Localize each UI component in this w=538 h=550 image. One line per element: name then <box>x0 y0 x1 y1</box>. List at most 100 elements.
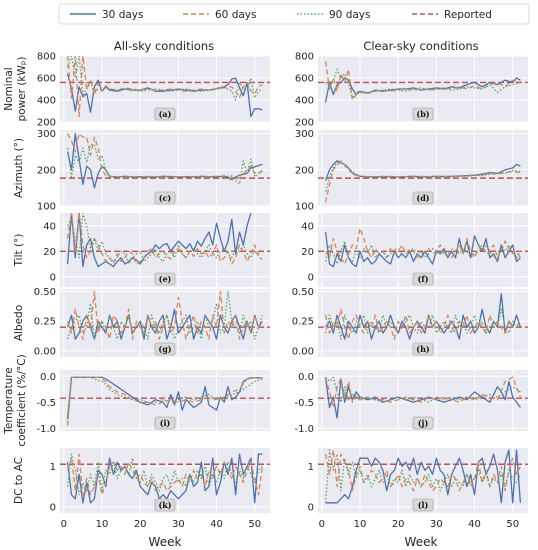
series-line-30-days <box>66 213 252 268</box>
series-line-90-days <box>324 449 521 503</box>
panel-label: (e) <box>159 274 172 284</box>
series-line-60-days <box>325 227 521 265</box>
series-line-30-days <box>325 449 522 504</box>
y-tick-label: 800 <box>37 52 56 63</box>
series-group <box>318 160 528 203</box>
y-tick-label: 0.00 <box>34 347 56 358</box>
series-line-90-days <box>324 160 521 192</box>
y-tick-label: 300 <box>295 129 314 140</box>
y-tick-label: 0 <box>50 272 56 283</box>
y-tick-label: 600 <box>37 74 56 85</box>
y-tick-label: 0.0 <box>40 372 56 383</box>
series-line-30-days <box>66 73 263 118</box>
series-group <box>318 293 528 340</box>
panel-label-box <box>412 416 434 430</box>
x-tick-label: 20 <box>392 519 405 530</box>
x-tick-label: 0 <box>61 519 67 530</box>
y-tick-label: 0 <box>308 502 314 513</box>
panel-label-box <box>154 107 176 121</box>
y-tick-label: 40 <box>301 221 314 232</box>
series-group <box>60 290 270 340</box>
x-tick-label: 30 <box>430 519 443 530</box>
y-tick-label: 0.50 <box>292 287 314 298</box>
y-axis-label: DC to AC <box>13 457 25 504</box>
series-line-90-days <box>66 56 263 101</box>
series-line-60-days <box>324 61 521 101</box>
panel: -1.0 -0.5 0.0 (j) <box>294 370 528 435</box>
series-group <box>60 453 270 504</box>
series-line-60-days <box>324 449 521 492</box>
y-axis-label: Nominal power (kWₚ) <box>3 57 28 122</box>
panel-label-box <box>154 342 176 356</box>
x-tick-label: 50 <box>248 519 261 530</box>
y-axis-label-line: Azimuth (°) <box>13 138 25 198</box>
x-tick-label: 10 <box>96 519 109 530</box>
x-tick-label: 0 <box>319 519 325 530</box>
y-tick-label: 0.50 <box>34 287 56 298</box>
series-group <box>60 132 270 189</box>
series-group <box>318 449 528 504</box>
series-group <box>318 376 528 419</box>
x-tick-label: 10 <box>354 519 367 530</box>
panel-label-box <box>412 342 434 356</box>
x-tick-label: 30 <box>172 519 185 530</box>
y-tick-label: 100 <box>295 202 314 213</box>
y-tick-label: 200 <box>37 118 56 129</box>
y-axis-label: Tilt (°) <box>13 234 25 268</box>
column-title-clear-sky: Clear-sky conditions <box>363 39 478 53</box>
panel: 0 20 40 (e) <box>43 213 270 287</box>
series-line-90-days <box>67 213 263 265</box>
panel-label-box <box>154 272 176 286</box>
y-tick-label: 300 <box>37 129 56 140</box>
panel-label: (b) <box>416 109 429 119</box>
y-tick-label: 0 <box>308 272 314 283</box>
x-axis-label-right: Week <box>405 535 438 549</box>
series-group <box>60 56 270 118</box>
y-axis-label-line: Temperature <box>3 367 15 435</box>
panel-label: (h) <box>416 344 430 354</box>
series-line-60-days <box>66 453 264 500</box>
y-axis-label-line: DC to AC <box>13 457 25 504</box>
panel-label: (d) <box>416 193 429 203</box>
panel: 200 400 600 800 (a) <box>37 52 270 129</box>
column-title-all-sky: All-sky conditions <box>114 39 214 53</box>
x-tick-label: 40 <box>210 519 223 530</box>
legend-label: 90 days <box>329 9 370 21</box>
panel-label-box <box>412 191 434 205</box>
y-tick-label: 1 <box>308 462 314 473</box>
y-tick-label: 400 <box>295 96 314 107</box>
y-tick-label: -1.0 <box>36 424 56 435</box>
series-line-60-days <box>67 132 263 181</box>
y-axis-label: Azimuth (°) <box>13 138 25 198</box>
y-tick-label: 400 <box>37 96 56 107</box>
y-axis-label-line: power (kWₚ) <box>16 57 28 122</box>
panel: 0 1 (k) 0 10 20 30 40 50 <box>50 448 270 530</box>
panel-label: (j) <box>418 418 429 428</box>
y-tick-label: 1 <box>50 462 56 473</box>
y-tick-label: 200 <box>295 118 314 129</box>
y-tick-label: -0.5 <box>36 398 56 409</box>
y-axis-label-line: Tilt (°) <box>13 234 25 268</box>
series-group <box>318 61 528 103</box>
series-line-60-days <box>324 376 522 409</box>
legend: 30 days 60 days 90 days Reported <box>58 3 530 25</box>
y-tick-label: 0.25 <box>34 317 56 328</box>
series-line-30-days <box>66 308 263 340</box>
y-tick-label: 800 <box>295 52 314 63</box>
panel-label: (i) <box>160 418 171 428</box>
panel-label: (f) <box>417 274 428 284</box>
series-group <box>60 213 270 268</box>
legend-box <box>58 3 530 25</box>
series-group <box>60 376 270 426</box>
panel-label-box <box>154 191 176 205</box>
legend-label: 30 days <box>102 9 143 21</box>
series-line-90-days <box>325 376 521 403</box>
y-tick-label: 0.25 <box>292 317 314 328</box>
panel: 0 1 (l) 0 10 20 30 40 50 <box>308 448 528 530</box>
x-tick-label: 40 <box>468 519 481 530</box>
panel: 0 20 40 (f) <box>301 213 528 287</box>
series-line-90-days <box>66 143 263 185</box>
x-tick-label: 50 <box>506 519 519 530</box>
y-tick-label: 0 <box>50 502 56 513</box>
